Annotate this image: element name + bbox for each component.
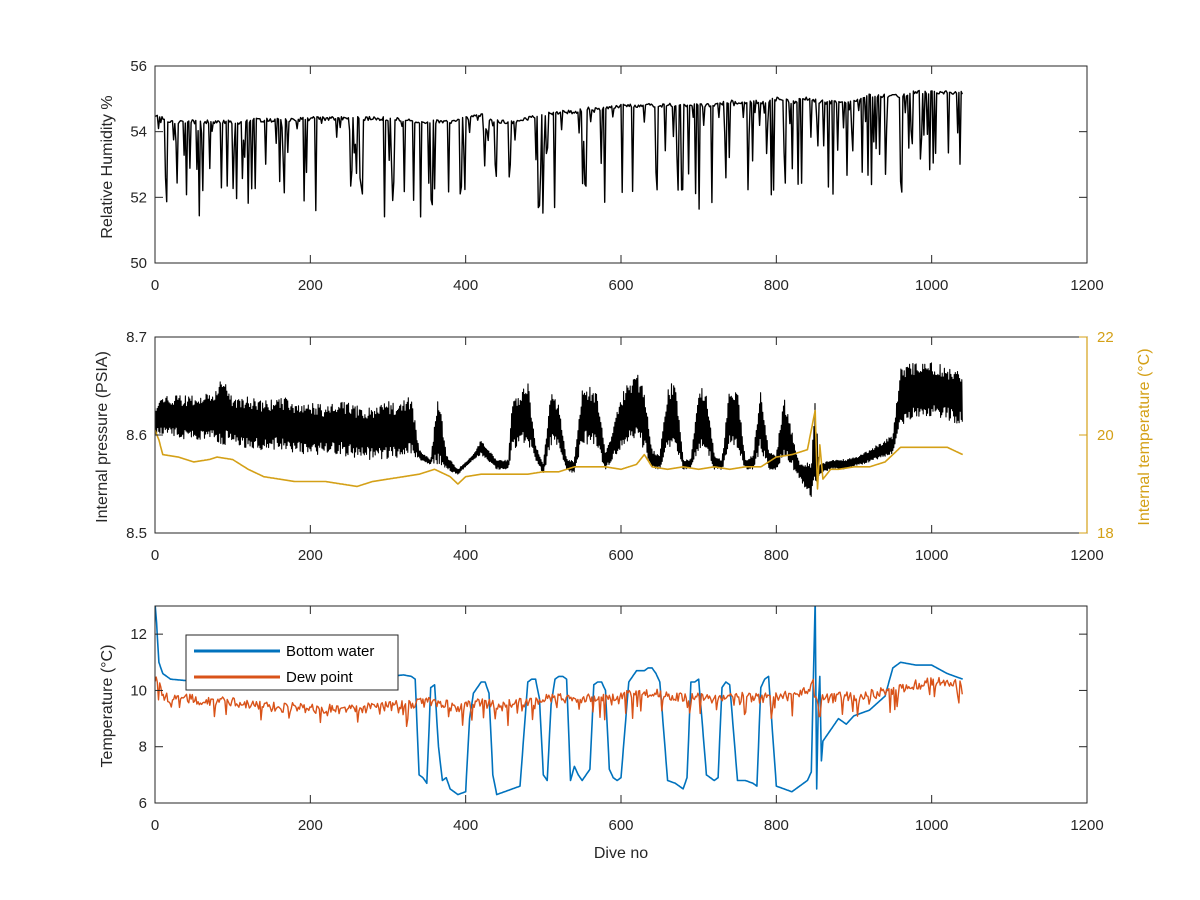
x-tick-label: 1000	[915, 277, 948, 294]
x-tick-label: 600	[608, 547, 633, 564]
y-tick-label: 54	[130, 124, 147, 141]
y-tick-label: 6	[139, 795, 147, 812]
ylabel-humidity: Relative Humidity %	[99, 95, 116, 238]
ylabel-temperature: Temperature (°C)	[99, 645, 116, 768]
series-line-p1-s0	[155, 362, 963, 497]
legend-box	[185, 634, 399, 691]
x-tick-label: 0	[151, 277, 159, 294]
y-tick-label: 50	[130, 255, 147, 272]
x-tick-label: 1200	[1070, 547, 1103, 564]
series-line-p1-s1	[155, 409, 964, 490]
panel-temperature: 0 200 400 600 800 1000 1200 6 8 10 12 Temperature …	[99, 605, 1104, 862]
series-group	[155, 362, 964, 497]
y-tick-label: 10	[130, 682, 147, 699]
y-tick-label: 12	[130, 626, 147, 643]
legend: Bottom water Dew point	[185, 634, 399, 691]
panel-pressure: 0 200 400 600 800 1000 1200 8.5 8.6 8.7 18 20 22 Int…	[94, 329, 1153, 564]
x-tick-label: 800	[764, 547, 789, 564]
x-tick-label: 400	[453, 817, 478, 834]
x-tick-label: 800	[764, 277, 789, 294]
y-tick-label-right: 18	[1097, 525, 1114, 542]
x-tick-label: 600	[608, 817, 633, 834]
x-tick-label: 600	[608, 277, 633, 294]
x-tick-label: 400	[453, 277, 478, 294]
x-tick-label: 200	[298, 817, 323, 834]
x-tick-label: 800	[764, 817, 789, 834]
panel-humidity: 0 200 400 600 800 1000 1200 50 52 54 56 Relative H…	[99, 58, 1104, 294]
ylabel-pressure: Internal pressure (PSIA)	[94, 351, 111, 523]
y-tick-label-right: 20	[1097, 427, 1114, 444]
plot-area: 0 200 400 600 800 1000 1200 50 52 54 56	[130, 58, 1103, 294]
plot-area: 0 200 400 600 800 1000 1200 8.5 8.6 8.7 18 20 22	[126, 329, 1114, 564]
y-tick-label: 56	[130, 58, 147, 75]
y-tick-label: 8.5	[126, 525, 147, 542]
x-tick-label: 1000	[915, 547, 948, 564]
y-tick-label: 52	[130, 189, 147, 206]
x-tick-label: 200	[298, 277, 323, 294]
y-tick-label-right: 22	[1097, 329, 1114, 346]
plot-area: 0 200 400 600 800 1000 1200 6 8 10 12	[130, 605, 1104, 834]
ylabel-internal-temperature: Internal temperature (°C)	[1136, 348, 1153, 525]
y-tick-label: 8.7	[126, 329, 147, 346]
x-tick-label: 200	[298, 547, 323, 564]
y-tick-label: 8.6	[126, 427, 147, 444]
x-tick-label: 1200	[1070, 817, 1103, 834]
x-tick-label: 1000	[915, 817, 948, 834]
x-tick-label: 1200	[1070, 277, 1103, 294]
x-tick-label: 0	[151, 817, 159, 834]
series-group	[155, 89, 963, 218]
xlabel-dive-no: Dive no	[594, 845, 648, 862]
legend-label-dew-point: Dew point	[286, 669, 354, 686]
x-tick-label: 400	[453, 547, 478, 564]
series-line-dew-point	[155, 676, 963, 728]
x-tick-label: 0	[151, 547, 159, 564]
y-tick-label: 8	[139, 739, 147, 756]
series-line-p0-s0	[155, 89, 963, 218]
legend-label-bottom-water: Bottom water	[286, 643, 374, 660]
